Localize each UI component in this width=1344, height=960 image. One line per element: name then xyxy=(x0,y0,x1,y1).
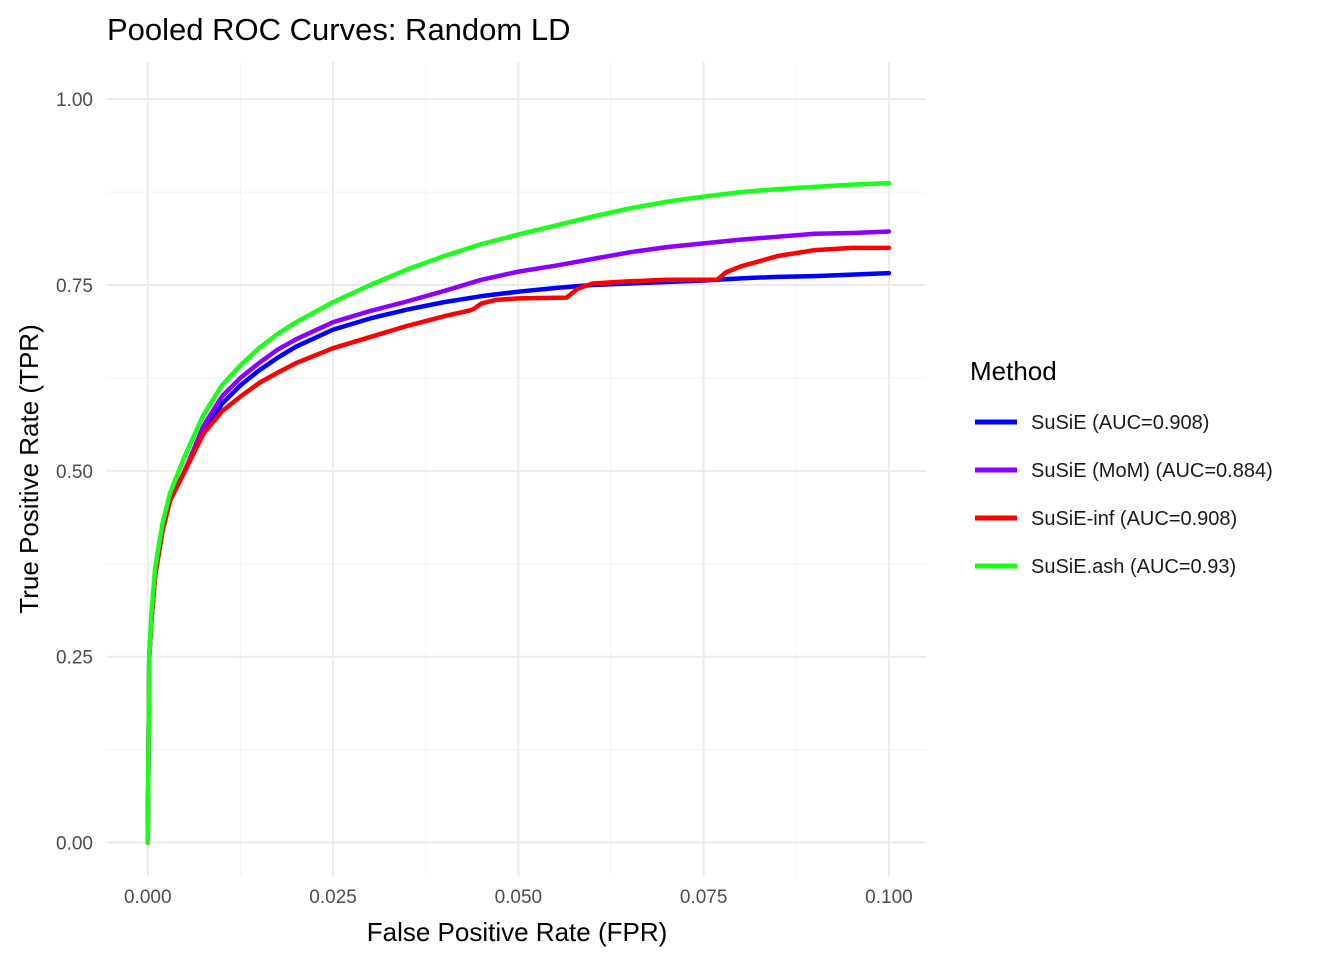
y-axis-title: True Positive Rate (TPR) xyxy=(14,324,44,613)
x-tick-label: 0.100 xyxy=(865,887,913,908)
y-axis-ticks: 0.00 0.25 0.50 0.75 1.00 xyxy=(56,90,93,854)
legend-label-3: SuSiE-inf (AUC=0.908) xyxy=(1031,508,1237,530)
x-tick-label: 0.000 xyxy=(124,887,172,908)
y-tick-label: 0.25 xyxy=(56,648,93,669)
y-tick-label: 1.00 xyxy=(56,90,93,111)
y-tick-label: 0.00 xyxy=(56,834,93,855)
x-axis-ticks: 0.000 0.025 0.050 0.075 0.100 xyxy=(124,887,913,908)
series-line-3 xyxy=(145,245,892,845)
legend: Method SuSiE (AUC=0.908) SuSiE (MoM) (AUC… xyxy=(970,356,1273,578)
x-axis-title: False Positive Rate (FPR) xyxy=(367,917,668,947)
chart-title: Pooled ROC Curves: Random LD xyxy=(107,12,570,47)
y-tick-label: 0.50 xyxy=(56,462,93,483)
x-tick-label: 0.075 xyxy=(680,887,728,908)
y-tick-label: 0.75 xyxy=(56,276,93,297)
grid xyxy=(107,62,926,876)
legend-label-1: SuSiE (AUC=0.908) xyxy=(1031,412,1209,434)
legend-title: Method xyxy=(970,356,1057,386)
legend-label-4: SuSiE.ash (AUC=0.93) xyxy=(1031,556,1236,578)
x-tick-label: 0.050 xyxy=(495,887,543,908)
legend-label-2: SuSiE (MoM) (AUC=0.884) xyxy=(1031,460,1273,482)
series-lines xyxy=(145,180,892,845)
x-tick-label: 0.025 xyxy=(309,887,357,908)
series-line-4 xyxy=(145,180,892,845)
